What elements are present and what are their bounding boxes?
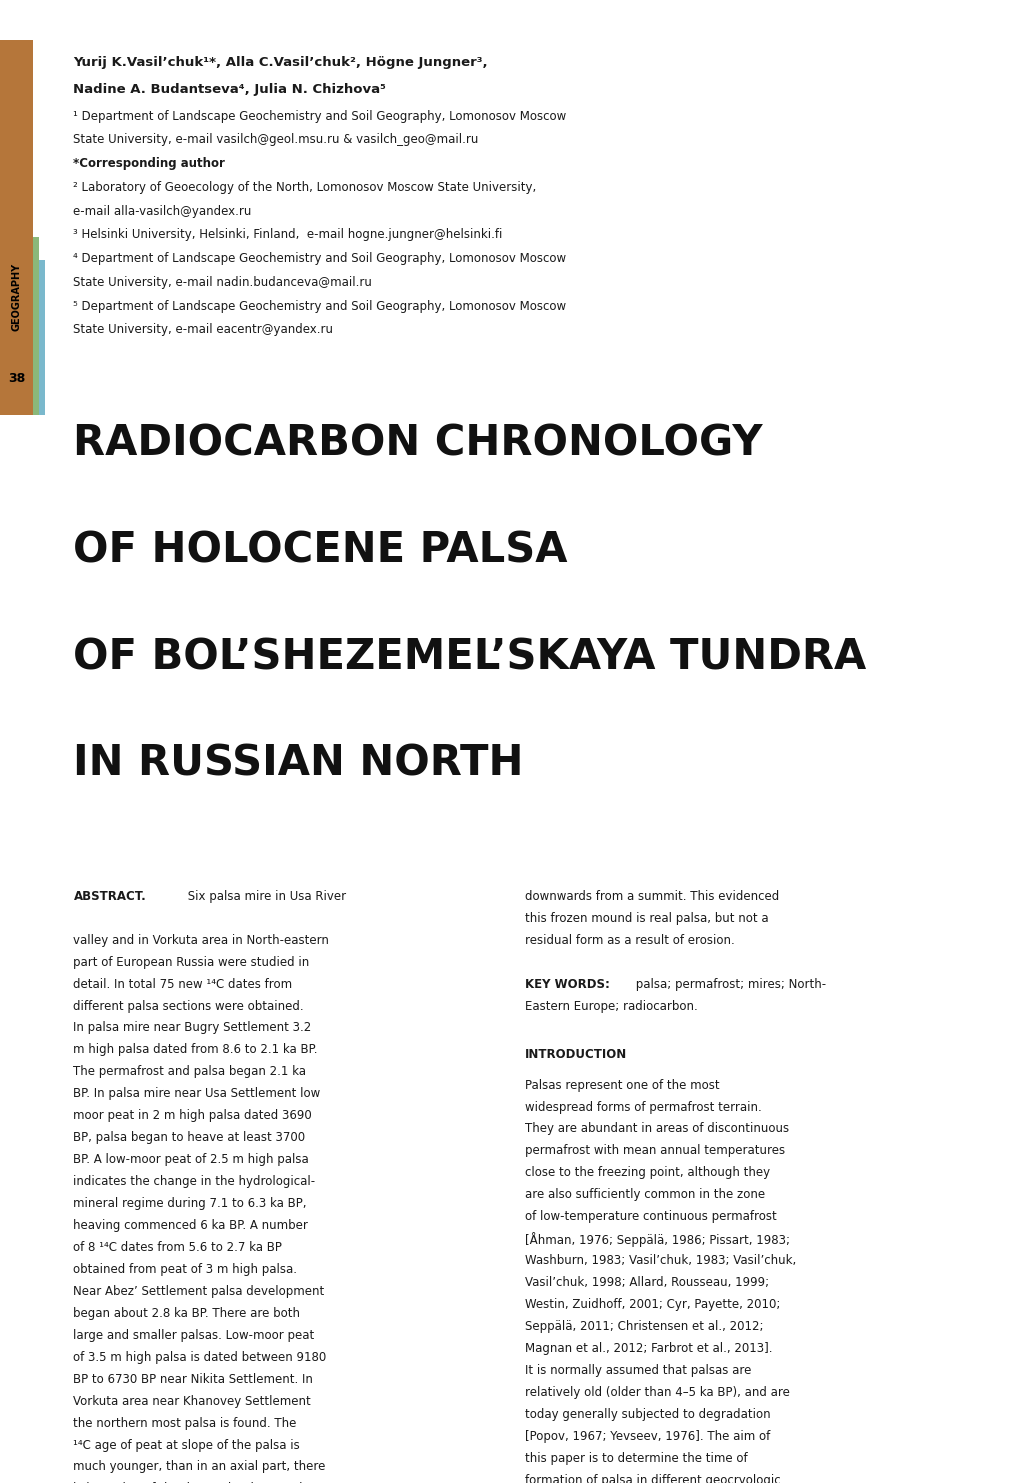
Text: Near Abez’ Settlement palsa development: Near Abez’ Settlement palsa development: [73, 1284, 324, 1298]
Text: Vorkuta area near Khanovey Settlement: Vorkuta area near Khanovey Settlement: [73, 1394, 311, 1407]
Text: BP. In palsa mire near Usa Settlement low: BP. In palsa mire near Usa Settlement lo…: [73, 1087, 320, 1100]
Text: obtained from peat of 3 m high palsa.: obtained from peat of 3 m high palsa.: [73, 1264, 298, 1275]
Text: ³ Helsinki University, Helsinki, Finland,  e-mail hogne.jungner@helsinki.fi: ³ Helsinki University, Helsinki, Finland…: [73, 228, 502, 242]
Text: The permafrost and palsa began 2.1 ka: The permafrost and palsa began 2.1 ka: [73, 1065, 306, 1078]
Text: [Popov, 1967; Yevseev, 1976]. The aim of: [Popov, 1967; Yevseev, 1976]. The aim of: [525, 1430, 769, 1443]
Text: large and smaller palsas. Low-moor peat: large and smaller palsas. Low-moor peat: [73, 1329, 315, 1342]
Text: much younger, than in an axial part, there: much younger, than in an axial part, the…: [73, 1461, 325, 1474]
Text: part of European Russia were studied in: part of European Russia were studied in: [73, 955, 310, 968]
Bar: [39, 260, 45, 415]
Text: Six palsa mire in Usa River: Six palsa mire in Usa River: [183, 890, 345, 903]
Text: close to the freezing point, although they: close to the freezing point, although th…: [525, 1166, 769, 1179]
Text: residual form as a result of erosion.: residual form as a result of erosion.: [525, 934, 735, 946]
Text: [Åhman, 1976; Seppälä, 1986; Pissart, 1983;: [Åhman, 1976; Seppälä, 1986; Pissart, 19…: [525, 1232, 790, 1247]
Text: m high palsa dated from 8.6 to 2.1 ka BP.: m high palsa dated from 8.6 to 2.1 ka BP…: [73, 1044, 318, 1056]
Text: Palsas represent one of the most: Palsas represent one of the most: [525, 1078, 719, 1091]
Text: It is normally assumed that palsas are: It is normally assumed that palsas are: [525, 1364, 751, 1376]
Text: 38: 38: [8, 372, 24, 384]
Text: moor peat in 2 m high palsa dated 3690: moor peat in 2 m high palsa dated 3690: [73, 1109, 312, 1123]
Text: formation of palsa in different geocryologic: formation of palsa in different geocryol…: [525, 1474, 781, 1483]
Text: heaving commenced 6 ka BP. A number: heaving commenced 6 ka BP. A number: [73, 1219, 308, 1232]
Text: ABSTRACT.: ABSTRACT.: [73, 890, 146, 903]
Text: are also sufficiently common in the zone: are also sufficiently common in the zone: [525, 1188, 764, 1201]
Text: KEY WORDS:: KEY WORDS:: [525, 977, 609, 991]
Text: of 8 ¹⁴C dates from 5.6 to 2.7 ka BP: of 8 ¹⁴C dates from 5.6 to 2.7 ka BP: [73, 1241, 282, 1255]
Text: of 3.5 m high palsa is dated between 9180: of 3.5 m high palsa is dated between 918…: [73, 1351, 326, 1364]
Text: Magnan et al., 2012; Farbrot et al., 2013].: Magnan et al., 2012; Farbrot et al., 201…: [525, 1342, 772, 1355]
Text: ¹⁴C age of peat at slope of the palsa is: ¹⁴C age of peat at slope of the palsa is: [73, 1439, 300, 1452]
Text: RADIOCARBON CHRONOLOGY: RADIOCARBON CHRONOLOGY: [73, 423, 762, 464]
Text: mineral regime during 7.1 to 6.3 ka BP,: mineral regime during 7.1 to 6.3 ka BP,: [73, 1197, 307, 1210]
Text: GEOGRAPHY: GEOGRAPHY: [11, 262, 21, 331]
Text: this frozen mound is real palsa, but not a: this frozen mound is real palsa, but not…: [525, 912, 768, 925]
Text: INTRODUCTION: INTRODUCTION: [525, 1048, 627, 1060]
Text: widespread forms of permafrost terrain.: widespread forms of permafrost terrain.: [525, 1100, 761, 1114]
Text: began about 2.8 ka BP. There are both: began about 2.8 ka BP. There are both: [73, 1307, 301, 1320]
Text: Nadine A. Budantseva⁴, Julia N. Chizhova⁵: Nadine A. Budantseva⁴, Julia N. Chizhova…: [73, 83, 386, 96]
Text: the northern most palsa is found. The: the northern most palsa is found. The: [73, 1416, 297, 1430]
Text: of low-temperature continuous permafrost: of low-temperature continuous permafrost: [525, 1210, 776, 1223]
Text: valley and in Vorkuta area in North-eastern: valley and in Vorkuta area in North-east…: [73, 934, 329, 946]
Text: Seppälä, 2011; Christensen et al., 2012;: Seppälä, 2011; Christensen et al., 2012;: [525, 1320, 763, 1333]
Text: Yurij K.Vasil’chuk¹*, Alla C.Vasil’chuk², Högne Jungner³,: Yurij K.Vasil’chuk¹*, Alla C.Vasil’chuk²…: [73, 56, 487, 70]
Text: ⁴ Department of Landscape Geochemistry and Soil Geography, Lomonosov Moscow: ⁴ Department of Landscape Geochemistry a…: [73, 252, 566, 265]
Text: OF HOLOCENE PALSA: OF HOLOCENE PALSA: [73, 529, 568, 571]
Text: State University, e-mail nadin.budanceva@mail.ru: State University, e-mail nadin.budanceva…: [73, 276, 372, 289]
Text: indicates the change in the hydrological-: indicates the change in the hydrological…: [73, 1175, 315, 1188]
Text: BP to 6730 BP near Nikita Settlement. In: BP to 6730 BP near Nikita Settlement. In: [73, 1373, 313, 1385]
Text: Eastern Europe; radiocarbon.: Eastern Europe; radiocarbon.: [525, 1000, 697, 1013]
Text: this paper is to determine the time of: this paper is to determine the time of: [525, 1452, 747, 1465]
Text: Westin, Zuidhoff, 2001; Cyr, Payette, 2010;: Westin, Zuidhoff, 2001; Cyr, Payette, 20…: [525, 1298, 780, 1311]
Text: relatively old (older than 4–5 ka BP), and are: relatively old (older than 4–5 ka BP), a…: [525, 1385, 790, 1398]
Text: BP, palsa began to heave at least 3700: BP, palsa began to heave at least 3700: [73, 1132, 306, 1145]
Text: They are abundant in areas of discontinuous: They are abundant in areas of discontinu…: [525, 1123, 789, 1136]
Text: IN RUSSIAN NORTH: IN RUSSIAN NORTH: [73, 743, 524, 785]
Text: In palsa mire near Bugry Settlement 3.2: In palsa mire near Bugry Settlement 3.2: [73, 1022, 312, 1035]
Text: OF BOL’SHEZEMEL’SKAYA TUNDRA: OF BOL’SHEZEMEL’SKAYA TUNDRA: [73, 636, 866, 678]
Text: palsa; permafrost; mires; North-: palsa; permafrost; mires; North-: [632, 977, 825, 991]
Text: ¹ Department of Landscape Geochemistry and Soil Geography, Lomonosov Moscow: ¹ Department of Landscape Geochemistry a…: [73, 110, 567, 123]
Text: detail. In total 75 new ¹⁴C dates from: detail. In total 75 new ¹⁴C dates from: [73, 977, 292, 991]
Text: ² Laboratory of Geoecology of the North, Lomonosov Moscow State University,: ² Laboratory of Geoecology of the North,…: [73, 181, 536, 194]
Text: permafrost with mean annual temperatures: permafrost with mean annual temperatures: [525, 1145, 785, 1157]
Text: today generally subjected to degradation: today generally subjected to degradation: [525, 1407, 770, 1421]
Bar: [33, 237, 39, 415]
Text: BP. A low-moor peat of 2.5 m high palsa: BP. A low-moor peat of 2.5 m high palsa: [73, 1154, 309, 1166]
Text: Vasil’chuk, 1998; Allard, Rousseau, 1999;: Vasil’chuk, 1998; Allard, Rousseau, 1999…: [525, 1275, 768, 1289]
Text: *Corresponding author: *Corresponding author: [73, 157, 225, 171]
Text: Washburn, 1983; Vasil’chuk, 1983; Vasil’chuk,: Washburn, 1983; Vasil’chuk, 1983; Vasil’…: [525, 1255, 796, 1266]
Text: e-mail alla-vasilch@yandex.ru: e-mail alla-vasilch@yandex.ru: [73, 205, 252, 218]
Text: State University, e-mail eacentr@yandex.ru: State University, e-mail eacentr@yandex.…: [73, 323, 333, 337]
Text: different palsa sections were obtained.: different palsa sections were obtained.: [73, 1000, 304, 1013]
Bar: [0, 40, 33, 415]
Text: ⁵ Department of Landscape Geochemistry and Soil Geography, Lomonosov Moscow: ⁵ Department of Landscape Geochemistry a…: [73, 300, 566, 313]
Text: downwards from a summit. This evidenced: downwards from a summit. This evidenced: [525, 890, 779, 903]
Text: State University, e-mail vasilch@geol.msu.ru & vasilch_geo@mail.ru: State University, e-mail vasilch@geol.ms…: [73, 133, 478, 147]
